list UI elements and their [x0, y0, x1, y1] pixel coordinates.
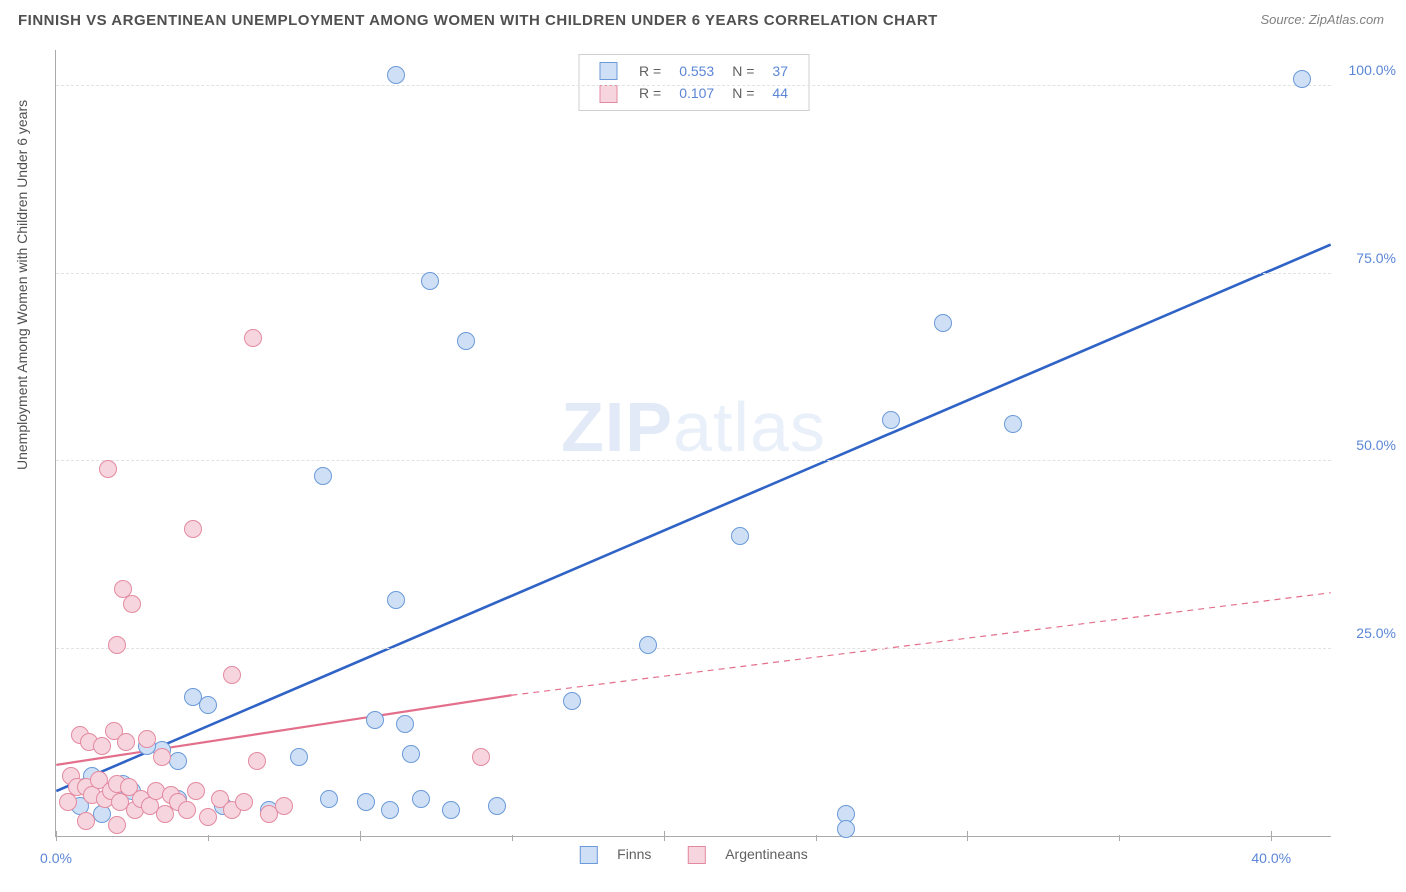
scatter-point	[59, 793, 77, 811]
scatter-point	[314, 467, 332, 485]
plot-area: ZIPatlas R = 0.553 N = 37 R = 0.107 N = …	[55, 50, 1331, 837]
scatter-point	[934, 314, 952, 332]
scatter-point	[223, 666, 241, 684]
x-tick	[967, 835, 968, 841]
scatter-point	[275, 797, 293, 815]
scatter-point	[396, 715, 414, 733]
chart-title: FINNISH VS ARGENTINEAN UNEMPLOYMENT AMON…	[18, 12, 938, 29]
x-tick-label: 0.0%	[40, 850, 72, 866]
scatter-point	[244, 329, 262, 347]
swatch-finns	[599, 62, 617, 80]
correlation-legend: R = 0.553 N = 37 R = 0.107 N = 44	[578, 54, 809, 111]
scatter-point	[169, 752, 187, 770]
scatter-point	[290, 748, 308, 766]
scatter-point	[488, 797, 506, 815]
scatter-point	[563, 692, 581, 710]
gridline-h	[56, 460, 1331, 461]
gridline-h	[56, 273, 1331, 274]
swatch-finns-bottom	[579, 846, 597, 864]
gridline-h	[56, 85, 1331, 86]
scatter-point	[199, 808, 217, 826]
scatter-point	[639, 636, 657, 654]
scatter-point	[138, 730, 156, 748]
x-tick	[512, 835, 513, 841]
scatter-point	[235, 793, 253, 811]
scatter-point	[412, 790, 430, 808]
x-tick-label: 40.0%	[1251, 850, 1291, 866]
scatter-point	[421, 272, 439, 290]
scatter-point	[108, 816, 126, 834]
x-tick	[1271, 831, 1272, 841]
scatter-point	[731, 527, 749, 545]
swatch-argentineans-bottom	[687, 846, 705, 864]
scatter-point	[837, 820, 855, 838]
scatter-point	[387, 591, 405, 609]
y-tick-label: 50.0%	[1341, 437, 1396, 453]
y-tick-label: 100.0%	[1341, 62, 1396, 78]
legend-row-finns: R = 0.553 N = 37	[591, 61, 796, 81]
y-axis-label: Unemployment Among Women with Children U…	[14, 100, 30, 470]
scatter-point	[472, 748, 490, 766]
swatch-argentineans	[599, 85, 617, 103]
x-tick	[816, 835, 817, 841]
scatter-point	[357, 793, 375, 811]
scatter-point	[77, 812, 95, 830]
scatter-point	[123, 595, 141, 613]
scatter-point	[320, 790, 338, 808]
scatter-point	[366, 711, 384, 729]
regression-lines	[56, 50, 1331, 836]
scatter-point	[457, 332, 475, 350]
x-tick	[1119, 835, 1120, 841]
gridline-h	[56, 648, 1331, 649]
series-legend: Finns Argentineans	[563, 846, 823, 864]
scatter-point	[178, 801, 196, 819]
scatter-point	[882, 411, 900, 429]
x-tick	[664, 835, 665, 841]
scatter-point	[387, 66, 405, 84]
scatter-point	[402, 745, 420, 763]
x-tick	[208, 835, 209, 841]
scatter-point	[99, 460, 117, 478]
x-tick	[56, 831, 57, 841]
scatter-point	[153, 748, 171, 766]
scatter-point	[199, 696, 217, 714]
y-tick-label: 25.0%	[1341, 625, 1396, 641]
scatter-point	[187, 782, 205, 800]
scatter-point	[108, 636, 126, 654]
scatter-point	[117, 733, 135, 751]
scatter-point	[442, 801, 460, 819]
scatter-point	[1004, 415, 1022, 433]
scatter-point	[93, 737, 111, 755]
source-attribution: Source: ZipAtlas.com	[1260, 12, 1384, 27]
y-tick-label: 75.0%	[1341, 250, 1396, 266]
scatter-point	[1293, 70, 1311, 88]
x-tick	[360, 831, 361, 841]
scatter-point	[381, 801, 399, 819]
watermark: ZIPatlas	[561, 387, 826, 467]
scatter-point	[184, 520, 202, 538]
scatter-point	[248, 752, 266, 770]
